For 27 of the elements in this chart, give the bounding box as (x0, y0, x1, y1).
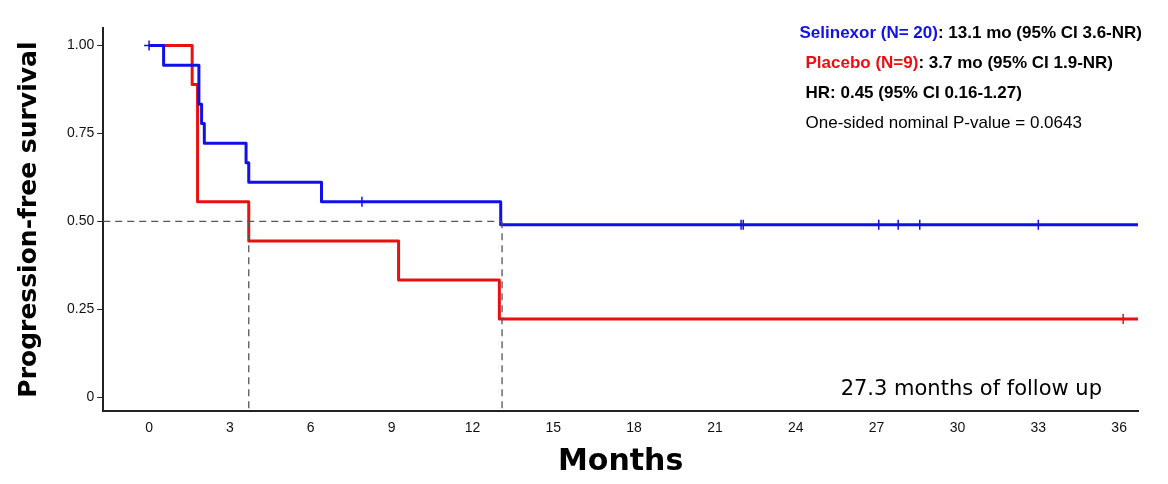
x-tick-label: 3 (226, 419, 234, 436)
annotation: : 13.1 mo (95% CI 3.6-NR) (937, 23, 1142, 42)
x-tick-label: 21 (707, 419, 723, 436)
y-tick-label: 0 (86, 388, 95, 404)
annotation: One-sided nominal P-value = 0.0643 (804, 112, 1083, 134)
y-tick-label: 0.50 (67, 212, 95, 229)
x-tick-label: 18 (626, 419, 643, 436)
x-tick-label: 33 (1030, 419, 1047, 436)
x-tick-label: 27 (868, 419, 885, 436)
y-tick-label: 0.25 (67, 300, 95, 317)
text: Selinexor (N= 20) (799, 23, 938, 42)
x-tick-label: 9 (387, 419, 396, 436)
x-tick-label: 24 (787, 419, 804, 436)
y-tick-label: 1.00 (67, 36, 95, 53)
x-tick-label: 30 (949, 419, 966, 436)
x-tick-label: 12 (464, 419, 481, 436)
annotation: : 3.7 mo (95% CI 1.9-NR) (918, 53, 1114, 72)
x-tick-label: 15 (545, 419, 562, 436)
x-tick-label: 6 (306, 419, 315, 436)
x-tick-label: 0 (145, 419, 154, 436)
x-tick-label: 36 (1111, 419, 1128, 436)
y-tick-label: 0.75 (67, 124, 95, 141)
y-axis-title: Progression-free survival (12, 41, 42, 398)
annotation: 27.3 months of follow up (840, 376, 1102, 400)
annotation: HR: 0.45 (95% CI 0.16-1.27) (804, 82, 1023, 104)
x-axis-title: Months (557, 441, 684, 477)
text: Placebo (N=9) (805, 53, 919, 72)
